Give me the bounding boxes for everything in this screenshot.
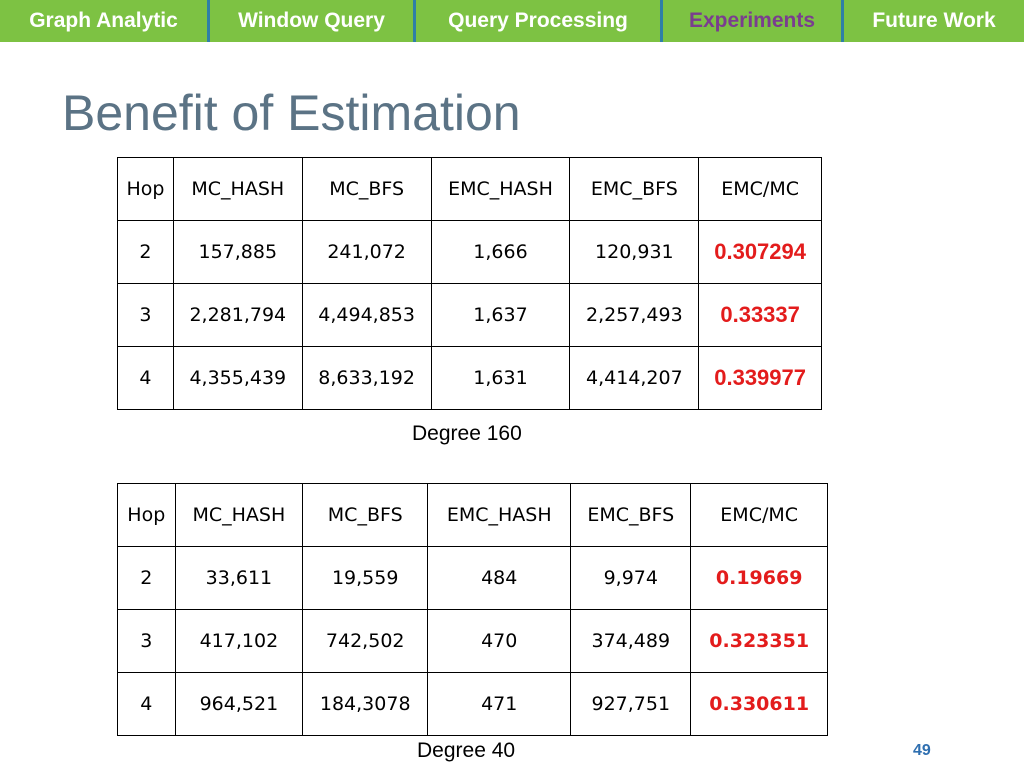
header-mc-hash: MC_HASH — [174, 483, 304, 547]
table-row: 2 157,885 241,072 1,666 120,931 0.307294 — [117, 220, 822, 284]
cell-emc-mc: 0.339977 — [698, 346, 822, 410]
table-row: 3 417,102 742,502 470 374,489 0.323351 — [117, 609, 828, 673]
table-row: 2 33,611 19,559 484 9,974 0.19669 — [117, 546, 828, 610]
cell-emc-hash: 470 — [427, 609, 572, 673]
cell-mc-hash: 417,102 — [174, 609, 304, 673]
nav-separator — [207, 0, 210, 42]
header-emc-hash: EMC_HASH — [430, 157, 571, 221]
table-row: 3 2,281,794 4,494,853 1,637 2,257,493 0.… — [117, 283, 822, 347]
cell-emc-mc: 0.307294 — [698, 220, 822, 284]
header-mc-bfs: MC_BFS — [301, 157, 432, 221]
nav-tab-experiments[interactable]: Experiments — [688, 9, 816, 32]
cell-emc-hash: 1,631 — [430, 346, 571, 410]
cell-hop: 2 — [117, 546, 176, 610]
cell-mc-hash: 157,885 — [172, 220, 303, 284]
cell-emc-mc: 0.330611 — [690, 672, 828, 736]
nav-tab-query-processing[interactable]: Query Processing — [448, 9, 628, 32]
cell-emc-hash: 484 — [427, 546, 572, 610]
cell-emc-bfs: 2,257,493 — [569, 283, 700, 347]
nav-separator — [841, 0, 844, 42]
header-emc-mc: EMC/MC — [698, 157, 822, 221]
nav-tab-future-work[interactable]: Future Work — [872, 9, 996, 32]
cell-mc-bfs: 184,3078 — [302, 672, 429, 736]
cell-hop: 3 — [117, 609, 176, 673]
slide-title: Benefit of Estimation — [62, 85, 521, 141]
cell-emc-mc: 0.33337 — [698, 283, 822, 347]
cell-emc-hash: 1,637 — [430, 283, 571, 347]
cell-mc-hash: 4,355,439 — [172, 346, 303, 410]
results-table-degree-40: Hop MC_HASH MC_BFS EMC_HASH EMC_BFS EMC/… — [117, 483, 828, 736]
nav-tab-graph-analytic[interactable]: Graph Analytic — [29, 9, 178, 32]
header-emc-mc: EMC/MC — [690, 483, 828, 547]
table-row: 4 964,521 184,3078 471 927,751 0.330611 — [117, 672, 828, 736]
cell-hop: 4 — [117, 672, 176, 736]
cell-hop: 3 — [117, 283, 174, 347]
cell-hop: 2 — [117, 220, 174, 284]
cell-mc-bfs: 8,633,192 — [301, 346, 432, 410]
table-row: 4 4,355,439 8,633,192 1,631 4,414,207 0.… — [117, 346, 822, 410]
header-mc-hash: MC_HASH — [172, 157, 303, 221]
cell-mc-hash: 2,281,794 — [172, 283, 303, 347]
cell-emc-hash: 1,666 — [430, 220, 571, 284]
cell-emc-bfs: 927,751 — [570, 672, 692, 736]
header-hop: Hop — [117, 157, 174, 221]
header-emc-bfs: EMC_BFS — [569, 157, 700, 221]
nav-separator — [660, 0, 663, 42]
header-mc-bfs: MC_BFS — [302, 483, 429, 547]
cell-emc-bfs: 9,974 — [570, 546, 692, 610]
cell-mc-hash: 964,521 — [174, 672, 304, 736]
cell-mc-bfs: 4,494,853 — [301, 283, 432, 347]
table-header-row: Hop MC_HASH MC_BFS EMC_HASH EMC_BFS EMC/… — [117, 157, 822, 221]
page-number: 49 — [913, 742, 931, 759]
nav-tab-window-query[interactable]: Window Query — [238, 9, 385, 32]
table-caption-degree-40: Degree 40 — [417, 739, 516, 762]
cell-emc-bfs: 120,931 — [569, 220, 700, 284]
cell-emc-bfs: 374,489 — [570, 609, 692, 673]
header-emc-bfs: EMC_BFS — [570, 483, 692, 547]
results-table-degree-160: Hop MC_HASH MC_BFS EMC_HASH EMC_BFS EMC/… — [117, 157, 822, 410]
top-nav-bar: Graph Analytic Window Query Query Proces… — [0, 0, 1024, 42]
header-hop: Hop — [117, 483, 176, 547]
cell-mc-bfs: 742,502 — [302, 609, 429, 673]
cell-hop: 4 — [117, 346, 174, 410]
table-caption-degree-160: Degree 160 — [412, 422, 522, 445]
cell-mc-bfs: 241,072 — [301, 220, 432, 284]
table-header-row: Hop MC_HASH MC_BFS EMC_HASH EMC_BFS EMC/… — [117, 483, 828, 547]
cell-emc-mc: 0.323351 — [690, 609, 828, 673]
cell-mc-bfs: 19,559 — [302, 546, 429, 610]
cell-emc-bfs: 4,414,207 — [569, 346, 700, 410]
nav-separator — [413, 0, 416, 42]
cell-emc-hash: 471 — [427, 672, 572, 736]
header-emc-hash: EMC_HASH — [427, 483, 572, 547]
cell-mc-hash: 33,611 — [174, 546, 304, 610]
cell-emc-mc: 0.19669 — [690, 546, 828, 610]
